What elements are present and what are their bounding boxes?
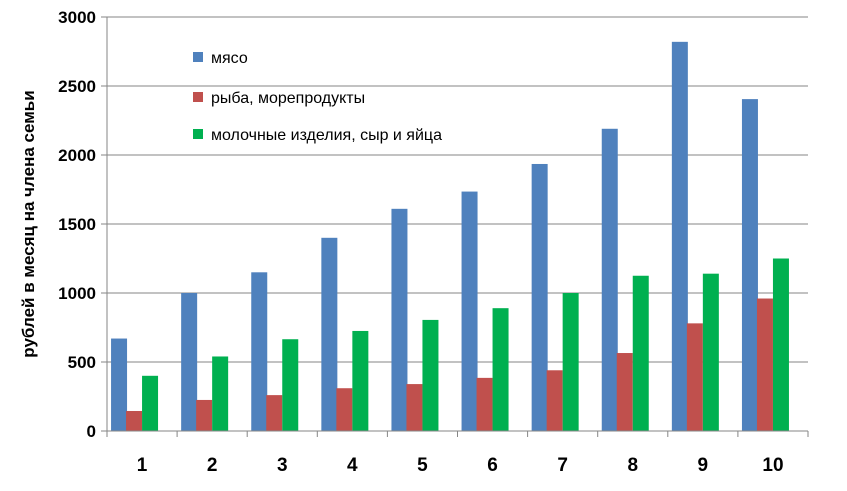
legend-swatch [193,52,203,62]
x-tick-label: 8 [627,455,638,476]
bar [601,128,618,431]
y-tick-label: 1000 [58,284,96,303]
bar [702,273,719,431]
bar [422,319,439,431]
x-tick-label: 5 [417,455,428,476]
bar [251,272,268,431]
bar [282,339,299,431]
x-tick-label: 9 [698,455,709,476]
legend-swatch [193,129,203,139]
bar [616,353,633,431]
legend-label: рыба, морепродукты [211,90,365,107]
bar [461,191,478,431]
bar [476,377,493,431]
bar [142,375,159,431]
bar [686,323,703,431]
x-tick-label: 4 [347,455,358,476]
x-tick-label: 2 [207,455,218,476]
x-tick-label: 6 [487,455,498,476]
bar [546,370,563,431]
bar [632,275,649,431]
bar [492,308,509,431]
bar [531,163,548,431]
bar [671,41,688,432]
y-tick-label: 2000 [58,146,96,165]
bar [391,208,408,431]
bar [562,293,579,431]
bar [321,237,338,431]
legend-swatch [193,92,203,102]
x-tick-label: 3 [277,455,288,476]
bar [756,298,773,431]
bar [111,338,128,431]
bar [196,399,213,431]
legend-label: мясо [211,50,248,67]
bar [406,384,423,431]
y-tick-label: 500 [68,353,96,372]
bar [772,258,789,431]
y-axis-label: рублей в месяц на члена семьи [19,90,38,357]
bar [336,388,353,431]
bar [126,410,143,431]
y-tick-label: 1500 [58,215,96,234]
bar [352,330,369,431]
bars [111,41,789,432]
y-tick-label: 0 [87,422,96,441]
legend-label: молочные изделия, сыр и яйца [211,127,442,144]
bar [266,395,283,431]
bar [212,356,229,431]
y-tick-label: 2500 [58,77,96,96]
axes: 0 500 1000 1500 2000 2500 3000 1 2 3 4 5 6 7 8 9 10 [58,8,809,476]
bar [741,99,758,432]
legend: мясо рыба, морепродукты молочные изделия, … [193,50,442,144]
x-tick-label: 10 [762,455,783,476]
y-tick-label: 3000 [58,8,96,27]
x-tick-label: 1 [137,455,148,476]
bar [181,293,198,431]
x-tick-label: 7 [557,455,568,476]
